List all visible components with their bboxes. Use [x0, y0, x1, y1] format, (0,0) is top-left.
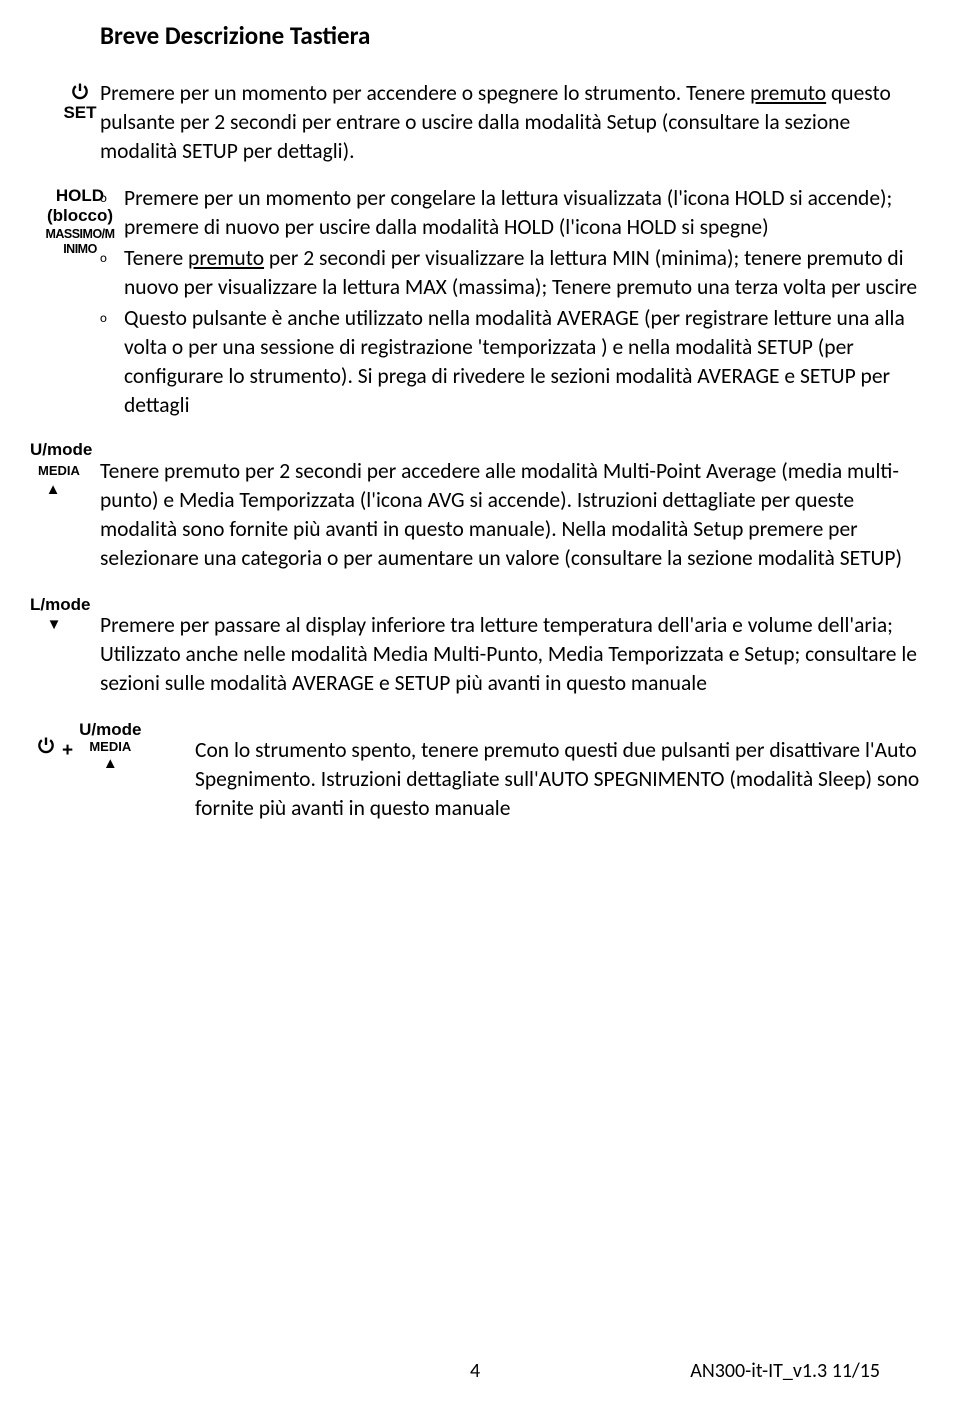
combo-key2: U/mode MEDIA ▲: [79, 720, 141, 772]
set-text-underline: premuto: [750, 80, 826, 106]
lmode-label-main: L/mode: [30, 595, 90, 614]
set-section: SET Premere per un momento per accendere…: [100, 79, 932, 166]
umode-sublabels: MEDIA ▲: [38, 461, 68, 573]
down-arrow-icon: ▼: [47, 616, 62, 633]
hold-bullet-1: o Premere per un momento per congelare l…: [100, 184, 932, 242]
lmode-sublabels: ▼: [44, 615, 64, 698]
hold-bullet-2-underline: premuto: [188, 245, 264, 271]
combo-text: Con lo strumento spento, tenere premuto …: [195, 716, 932, 823]
bullet-marker-icon: o: [100, 184, 114, 242]
umode-label-main: U/mode: [30, 440, 92, 459]
lmode-section: L/mode ▼ Premere per passare al display …: [100, 595, 932, 698]
combo-section: + U/mode MEDIA ▲ Con lo strumento spento…: [100, 716, 932, 823]
combo-up-arrow-icon: ▲: [79, 755, 141, 772]
plus-icon: +: [62, 730, 73, 762]
power-icon: [36, 735, 56, 757]
up-arrow-icon: ▲: [46, 481, 61, 498]
set-text-pre: Premere per un momento per accendere o s…: [100, 80, 750, 106]
bullet-marker-icon: o: [100, 244, 114, 302]
page-footer: 4 AN300-it-IT_v1.3 11/15: [0, 1359, 960, 1383]
combo-keys: + U/mode MEDIA ▲: [30, 716, 195, 772]
hold-bullet-2-pre: Tenere: [124, 245, 188, 271]
lmode-text: Premere per passare al display inferiore…: [100, 611, 932, 698]
umode-text: Tenere premuto per 2 secondi per acceder…: [100, 457, 932, 573]
hold-section: HOLD (blocco) MASSIMO/M INIMO o Premere …: [100, 184, 932, 422]
umode-section: U/mode MEDIA ▲ Tenere premuto per 2 seco…: [100, 440, 932, 572]
hold-bullet-2: o Tenere premuto per 2 secondi per visua…: [100, 244, 932, 302]
set-text: Premere per un momento per accendere o s…: [100, 79, 932, 166]
page-number: 4: [470, 1359, 480, 1383]
hold-bullet-1-text: Premere per un momento per congelare la …: [124, 184, 932, 242]
page-title: Breve Descrizione Tastiera: [100, 20, 932, 51]
hold-text: o Premere per un momento per congelare l…: [100, 184, 932, 422]
bullet-marker-icon: o: [100, 304, 114, 420]
combo-key2-l1: U/mode: [79, 720, 141, 740]
hold-bullet-3-text: Questo pulsante è anche utilizzato nella…: [124, 304, 932, 420]
hold-bullet-2-text: Tenere premuto per 2 secondi per visuali…: [124, 244, 932, 302]
power-icon: [70, 85, 90, 102]
hold-bullet-3: o Questo pulsante è anche utilizzato nel…: [100, 304, 932, 420]
doc-id: AN300-it-IT_v1.3 11/15: [690, 1359, 880, 1383]
umode-label-sub: MEDIA: [38, 463, 80, 478]
combo-key2-l2: MEDIA: [79, 740, 141, 755]
